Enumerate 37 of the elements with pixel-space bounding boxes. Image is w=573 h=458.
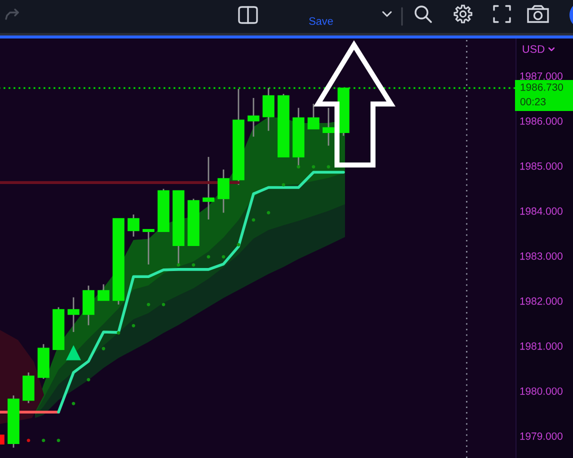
y-tick-label: 1982.000: [520, 297, 563, 305]
y-tick-label: 1985.000: [520, 162, 563, 170]
candlestick: [202, 156, 214, 220]
y-tick-label: 1981.000: [520, 342, 563, 350]
point: [326, 165, 330, 169]
candlestick: [98, 284, 110, 302]
point: [132, 324, 136, 328]
ref-line-label: 1986.730: [520, 83, 564, 91]
point: [312, 165, 316, 169]
point: [282, 183, 286, 187]
point: [236, 242, 240, 246]
candlestick: [82, 284, 94, 326]
text: 00:23: [520, 98, 546, 106]
y-tick-label: 1987.000: [520, 72, 563, 80]
candlestick: [68, 296, 80, 333]
y-tick-label: 1986.000: [520, 117, 563, 125]
y-tick-label: 1984.000: [520, 207, 563, 215]
point: [102, 346, 106, 350]
point: [222, 255, 226, 259]
candlestick: [128, 214, 140, 238]
point: [86, 378, 90, 382]
point: [296, 165, 300, 169]
candlestick: [308, 103, 320, 130]
candlestick: [142, 228, 154, 266]
point: [66, 345, 82, 360]
point: [206, 255, 210, 259]
candlestick: [218, 168, 230, 214]
candlestick: [248, 97, 260, 138]
candlestick: [322, 107, 334, 146]
line-series: [57, 170, 345, 414]
point: [266, 211, 270, 214]
y-tick-label: 1979.000: [520, 432, 563, 440]
y-axis-title: USD: [522, 45, 544, 53]
point: [116, 331, 120, 335]
y-tick-label: 1983.000: [520, 252, 563, 260]
text: Save: [309, 17, 333, 25]
y-tick-label: 1980.000: [520, 387, 563, 395]
